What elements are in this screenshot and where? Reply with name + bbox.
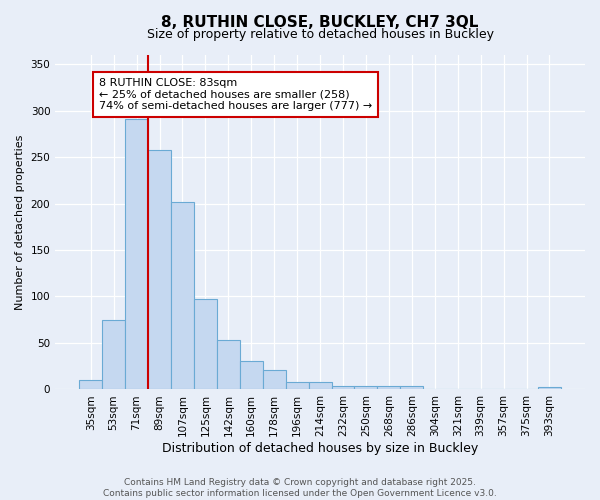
Bar <box>171 202 194 390</box>
X-axis label: Distribution of detached houses by size in Buckley: Distribution of detached houses by size … <box>162 442 478 455</box>
Text: Contains HM Land Registry data © Crown copyright and database right 2025.
Contai: Contains HM Land Registry data © Crown c… <box>103 478 497 498</box>
Bar <box>263 370 286 390</box>
Bar <box>377 386 400 390</box>
Title: 8, RUTHIN CLOSE, BUCKLEY, CH7 3QL: 8, RUTHIN CLOSE, BUCKLEY, CH7 3QL <box>161 15 479 30</box>
Bar <box>125 119 148 390</box>
Bar <box>332 386 355 390</box>
Bar <box>102 320 125 390</box>
Bar <box>148 150 171 390</box>
Bar <box>538 386 561 390</box>
Bar <box>79 380 102 390</box>
Bar <box>194 300 217 390</box>
Y-axis label: Number of detached properties: Number of detached properties <box>15 134 25 310</box>
Bar <box>286 382 308 390</box>
Bar <box>240 360 263 390</box>
Text: Size of property relative to detached houses in Buckley: Size of property relative to detached ho… <box>146 28 494 42</box>
Bar <box>308 382 332 390</box>
Text: 8 RUTHIN CLOSE: 83sqm
← 25% of detached houses are smaller (258)
74% of semi-det: 8 RUTHIN CLOSE: 83sqm ← 25% of detached … <box>99 78 372 111</box>
Bar <box>217 340 240 390</box>
Bar <box>400 386 423 390</box>
Bar <box>355 386 377 390</box>
